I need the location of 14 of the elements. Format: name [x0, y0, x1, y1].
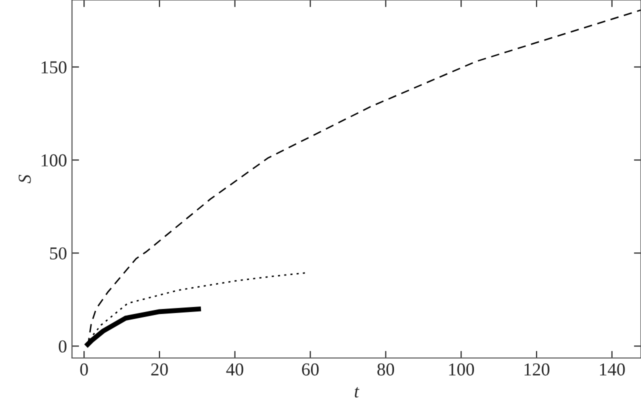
x-tick-label: 120	[524, 363, 550, 376]
x-tick-label: 80	[377, 363, 394, 376]
x-tick-label: 40	[226, 363, 244, 376]
x-tick-label: 140	[600, 363, 625, 376]
y-tick-label: 150	[42, 61, 66, 74]
x-axis-title: t	[354, 387, 360, 398]
y-tick-label: 50	[50, 247, 66, 260]
x-tick-label: 0	[80, 363, 88, 376]
y-axis-title: S	[18, 174, 31, 184]
x-tick-label: 100	[449, 363, 474, 376]
y-tick-label: 0	[58, 340, 66, 353]
x-tick-label: 60	[302, 363, 319, 376]
y-tick-label: 100	[42, 154, 66, 166]
x-tick-label: 20	[151, 363, 168, 376]
